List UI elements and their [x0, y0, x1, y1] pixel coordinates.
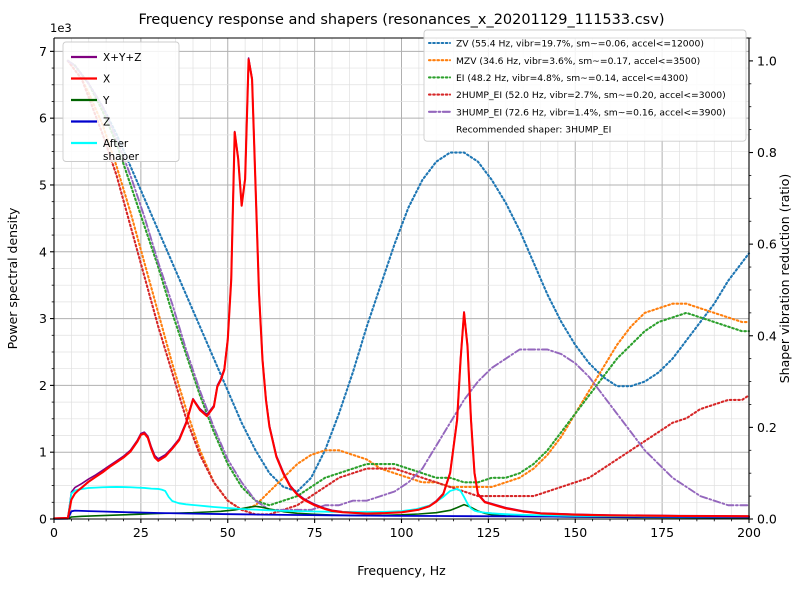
y2-axis-label: Shaper vibration reduction (ratio) — [777, 174, 792, 384]
psd-legend-label: After — [103, 138, 129, 150]
psd-legend-label: Z — [103, 117, 110, 129]
psd-legend-label-line2: shaper — [103, 151, 140, 163]
xtick-label: 125 — [476, 525, 500, 540]
shaper-curve-ei — [66, 59, 751, 507]
ytick-label: 2 — [39, 378, 47, 393]
psd-curves — [52, 57, 751, 520]
ytick-label: 5 — [39, 177, 47, 192]
shaper-curve-3hump_ei — [66, 59, 750, 511]
y2tick-label: 0.4 — [757, 328, 777, 343]
shaper-legend-label: EI (48.2 Hz, vibr=4.8%, sm~=0.14, accel<… — [456, 73, 688, 84]
chart-title: Frequency response and shapers (resonanc… — [139, 12, 665, 28]
xtick-label: 50 — [220, 525, 236, 540]
psd-legend-label: X — [103, 74, 110, 86]
xtick-label: 0 — [50, 525, 58, 540]
tick-marks: 0 25 50 75 100 125 150 175 200 0 1 2 3 4 5 6 7 0.0 0.2 0.4 0… — [39, 37, 777, 540]
xtick-label: 175 — [650, 525, 674, 540]
ytick-label: 6 — [39, 111, 47, 126]
y-axis-offset-text: 1e3 — [50, 21, 72, 35]
y2tick-label: 0.8 — [757, 145, 777, 160]
y2tick-label: 0.0 — [757, 512, 777, 527]
psd-curve-x — [52, 58, 751, 520]
ytick-label: 7 — [39, 44, 47, 59]
shaper-legend-label: MZV (34.6 Hz, vibr=3.6%, sm~=0.17, accel… — [456, 56, 700, 67]
psd-curve-z — [53, 509, 750, 520]
shaper-curve-2hump_ei — [66, 59, 751, 516]
shaper-legend-label: 3HUMP_EI (72.6 Hz, vibr=1.4%, sm~=0.16, … — [456, 107, 726, 118]
xtick-label: 200 — [737, 525, 761, 540]
ytick-label: 0 — [39, 512, 47, 527]
shaper-curve-zv — [66, 59, 751, 493]
xtick-label: 150 — [563, 525, 587, 540]
y2tick-label: 0.2 — [757, 420, 777, 435]
text-labels: Frequency response and shapers (resonanc… — [5, 12, 792, 578]
shaper-legend[interactable]: ZV (55.4 Hz, vibr=19.7%, sm~=0.06, accel… — [423, 29, 747, 142]
psd-curve-after-shaper — [53, 486, 750, 520]
shaper-legend-label: ZV (55.4 Hz, vibr=19.7%, sm~=0.06, accel… — [456, 39, 704, 50]
xtick-label: 75 — [307, 525, 323, 540]
shaper-legend-box — [423, 29, 747, 142]
ytick-label: 1 — [39, 445, 47, 460]
y2tick-label: 0.6 — [757, 237, 777, 252]
ytick-label: 4 — [39, 244, 47, 259]
psd-legend-label: Y — [102, 95, 110, 107]
shaper-legend-label: 2HUMP_EI (52.0 Hz, vibr=2.7%, sm~=0.20, … — [456, 90, 726, 101]
y2tick-label: 1.0 — [757, 53, 777, 68]
ytick-label: 3 — [39, 311, 47, 326]
recommended-shaper-label: Recommended shaper: 3HUMP_EI — [456, 125, 611, 136]
psd-legend-box — [62, 41, 180, 162]
xtick-label: 100 — [390, 525, 414, 540]
x-axis-label: Frequency, Hz — [357, 563, 446, 578]
xtick-label: 25 — [133, 525, 149, 540]
shaper-curves — [66, 59, 751, 516]
shaper-curve-mzv — [66, 59, 751, 511]
psd-legend-label: X+Y+Z — [103, 52, 141, 64]
y-axis-label: Power spectral density — [5, 207, 20, 349]
